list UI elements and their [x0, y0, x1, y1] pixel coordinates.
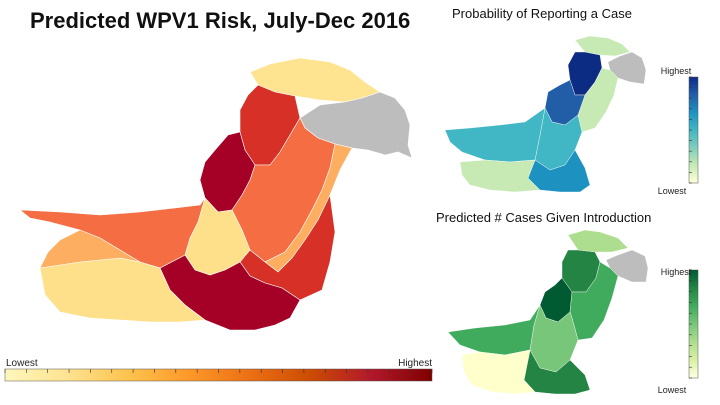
cases-map[interactable] — [447, 229, 649, 395]
probability-map-title: Probability of Reporting a Case — [452, 6, 632, 21]
main-map-title: Predicted WPV1 Risk, July-Dec 2016 — [30, 8, 411, 33]
cases-legend-low-label: Lowest — [658, 385, 687, 395]
cases-legend — [688, 269, 699, 379]
cases-legend-high-label: Highest — [661, 267, 692, 277]
main-legend-low-label: Lowest — [6, 358, 38, 369]
region-balochistan-orange — [19, 197, 206, 269]
main-legend — [4, 368, 433, 382]
cases-region-balochistan-south — [461, 349, 536, 395]
cases-region-north — [567, 229, 629, 253]
prob-region-balochistan-south — [459, 159, 541, 193]
probability-legend-low-label: Lowest — [658, 186, 687, 196]
probability-legend-high-label: Highest — [661, 66, 692, 76]
main-legend-ticks — [4, 369, 433, 373]
prob-region-balochistan-west — [444, 107, 546, 163]
cases-map-title: Predicted # Cases Given Introduction — [436, 210, 652, 225]
probability-map[interactable] — [444, 35, 647, 193]
region-balochistan-mid — [39, 229, 141, 269]
main-legend-high-label: Highest — [398, 358, 432, 369]
probability-legend — [688, 76, 699, 184]
cases-region-balochistan-west — [447, 304, 541, 356]
main-map[interactable] — [19, 57, 413, 331]
